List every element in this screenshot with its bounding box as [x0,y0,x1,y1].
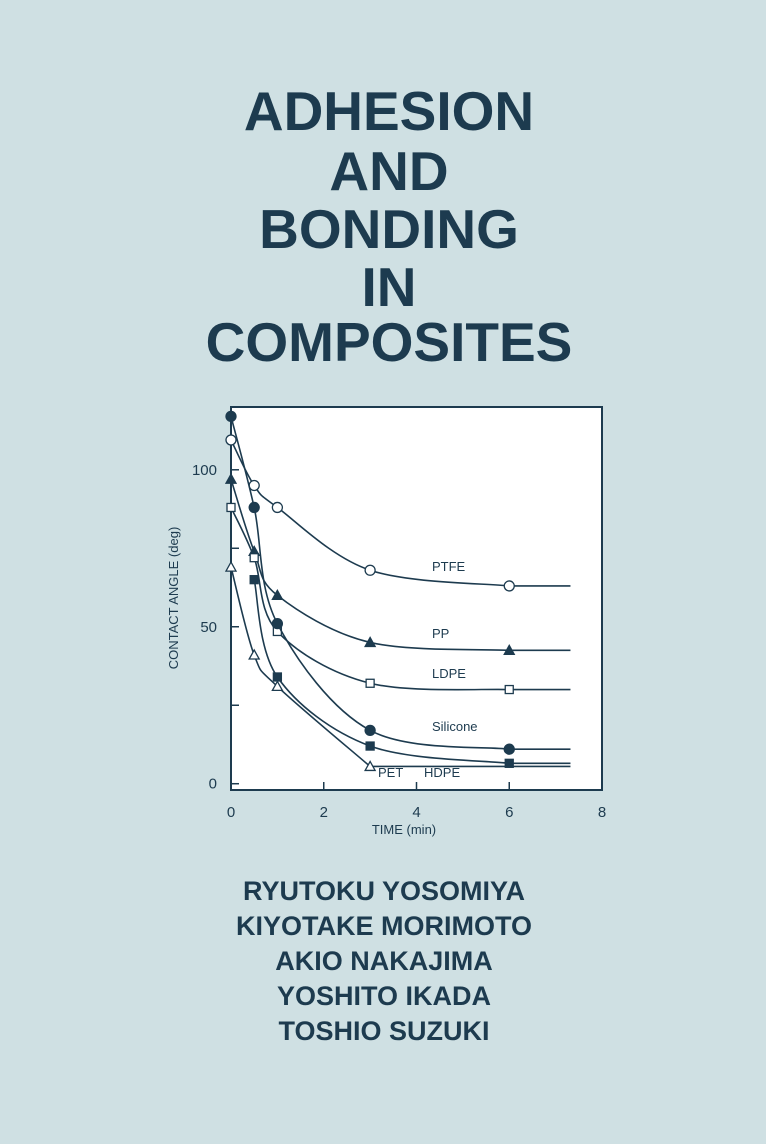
marker [503,643,516,655]
title-line: COMPOSITES [206,311,573,373]
marker [224,560,238,572]
curve [253,579,571,765]
marker [248,501,260,514]
x-axis-label: TIME (min) [372,822,436,837]
curve [230,507,571,691]
series-label: PTFE [432,559,466,574]
y-tick-label: 0 [209,776,217,793]
x-tick-label: 2 [320,804,328,821]
x-tick-label: 6 [505,804,513,821]
marker [503,743,515,755]
curve [230,416,571,750]
author: YOSHITO IKADA [277,981,491,1011]
author: RYUTOKU YOSOMIYA [243,876,525,906]
marker [249,553,259,563]
title-line: ADHESION [244,80,534,142]
y-axis-label: CONTACT ANGLE (deg) [166,527,181,670]
marker [248,479,260,492]
curve [230,478,571,652]
marker [248,648,261,660]
marker [504,684,514,695]
marker [272,672,283,682]
marker [225,434,237,446]
series-label: PP [432,626,449,641]
marker [364,564,376,576]
marker [504,758,514,768]
x-tick-label: 8 [598,804,606,821]
series-label: PET [378,765,403,780]
marker [271,589,284,601]
x-tick-label: 4 [412,804,420,821]
marker [365,741,375,751]
y-tick-label: 100 [192,462,217,479]
marker [364,724,376,737]
marker [364,636,377,648]
series-label: HDPE [424,765,460,780]
title-line: AND [329,140,448,202]
marker [365,678,375,688]
y-tick-label: 50 [200,619,217,636]
series-label: LDPE [432,666,466,681]
marker [249,575,259,585]
series-label: Silicone [432,719,478,734]
title-line: IN [362,256,417,318]
plot-area [230,406,603,791]
marker [364,760,377,772]
x-tick-label: 0 [227,804,235,821]
marker [225,410,237,423]
title-line: BONDING [259,198,519,260]
marker [503,580,515,592]
marker [271,680,284,692]
curve [230,439,571,587]
author: KIYOTAKE MORIMOTO [236,911,532,941]
marker [226,502,236,513]
marker [224,472,238,484]
author: TOSHIO SUZUKI [278,1016,489,1046]
curve [230,566,571,768]
marker [271,617,284,630]
author: AKIO NAKAJIMA [275,946,493,976]
marker [271,501,284,514]
